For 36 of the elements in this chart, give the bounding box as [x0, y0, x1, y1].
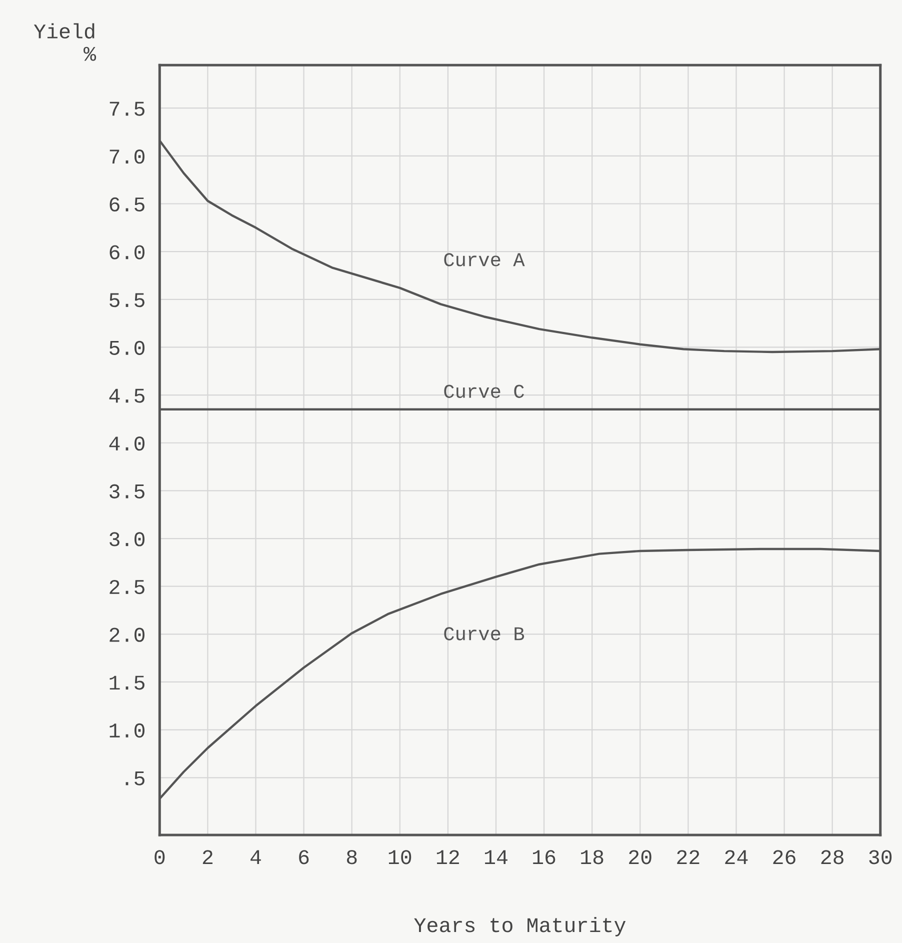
series-label: Curve B: [444, 627, 524, 640]
y-tick-label: .5: [126, 771, 144, 786]
x-tick-label: 4: [250, 850, 261, 864]
y-tick-label: 3.5: [110, 484, 144, 498]
y-tick-label: 5.0: [110, 340, 144, 355]
y-tick-label: 4.0: [109, 436, 144, 451]
y-tick-label: 2.5: [110, 580, 144, 594]
x-tick-label: 18: [581, 850, 604, 864]
x-tick-label: 2: [202, 850, 212, 864]
x-tick-label: 6: [299, 850, 309, 864]
x-tick-label: 12: [436, 850, 459, 864]
x-tick-label: 22: [677, 850, 700, 864]
x-tick-label: 8: [346, 850, 357, 864]
series-label: Curve A: [444, 253, 525, 266]
y-axis-title: Yield %: [34, 23, 96, 61]
x-tick-label: 14: [484, 850, 508, 864]
x-tick-label: 16: [533, 850, 556, 864]
y-tick-label: 2.0: [110, 628, 144, 642]
x-axis-title: Years to Maturity: [414, 916, 626, 936]
y-tick-label: 7.0: [110, 150, 144, 164]
x-tick-label: 0: [154, 850, 165, 864]
y-tick-label: 5.5: [110, 293, 144, 308]
y-tick-label: 7.5: [110, 102, 144, 116]
series-label: Curve C: [444, 384, 524, 398]
y-tick-label: 6.5: [110, 197, 144, 212]
x-tick-label: 10: [388, 850, 412, 864]
x-tick-label: 30: [869, 850, 892, 864]
x-tick-label: 28: [821, 850, 844, 864]
x-tick-label: 20: [629, 850, 652, 864]
y-tick-label: 1.0: [110, 723, 144, 738]
y-tick-label: 3.0: [110, 532, 144, 546]
y-tick-label: 1.5: [110, 676, 144, 690]
x-tick-label: 24: [725, 850, 748, 864]
y-tick-label: 6.0: [110, 245, 144, 260]
x-tick-label: 26: [773, 850, 796, 864]
y-tick-label: 4.5: [109, 388, 144, 403]
